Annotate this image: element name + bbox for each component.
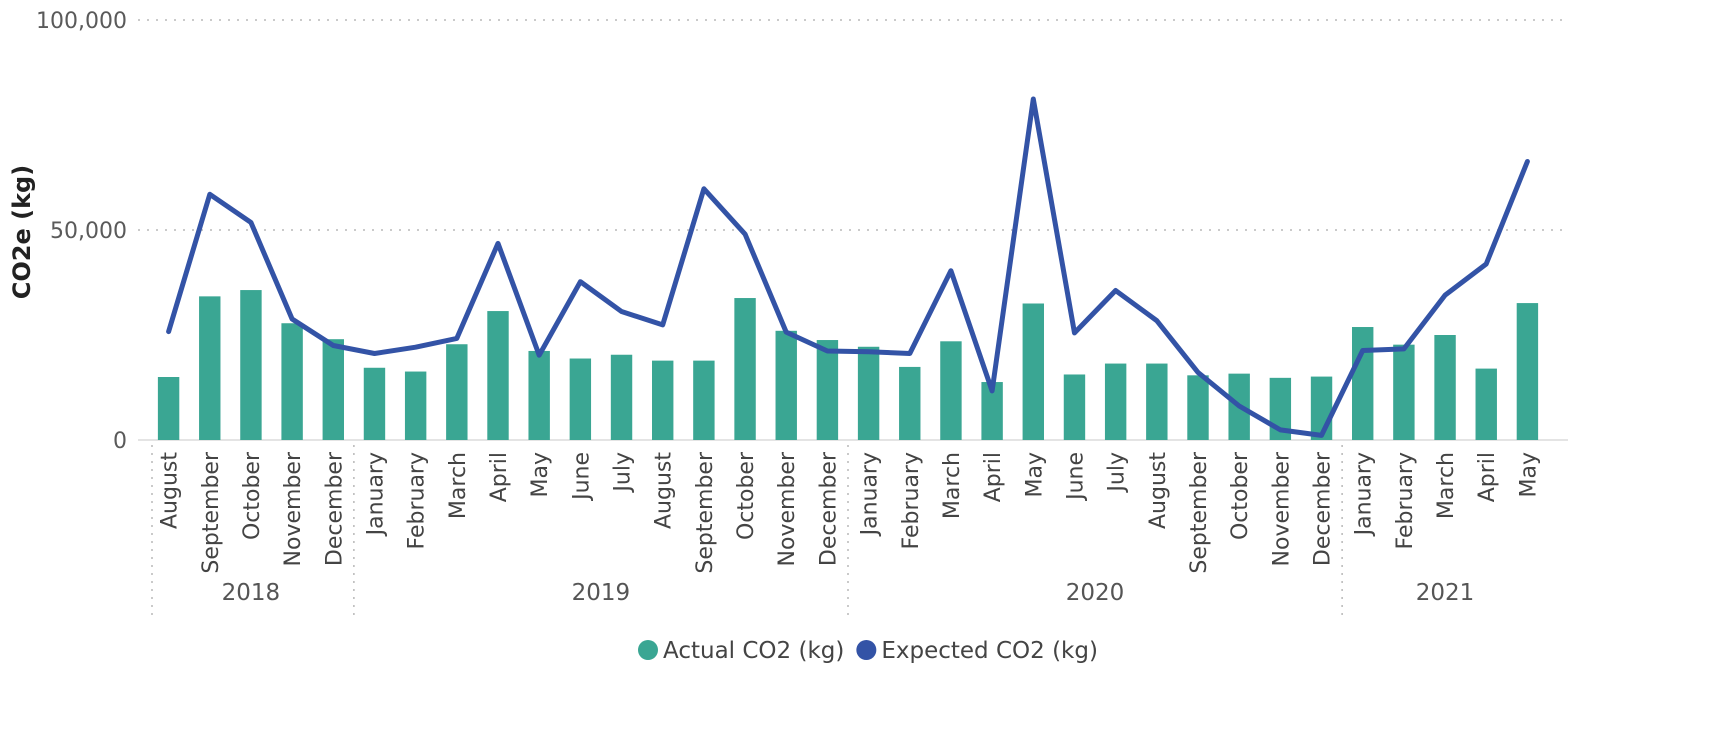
x-tick-label: September: [693, 451, 718, 574]
bar[interactable]: [1104, 363, 1127, 440]
x-tick-label: December: [322, 451, 347, 566]
x-tick-label: April: [487, 452, 512, 502]
year-label: 2018: [222, 580, 281, 606]
x-tick-label: April: [981, 452, 1006, 502]
bar[interactable]: [569, 358, 592, 440]
x-tick-label: December: [816, 451, 841, 566]
x-tick-label: November: [1269, 451, 1294, 566]
bar[interactable]: [363, 367, 386, 440]
x-tick-label: February: [405, 452, 430, 550]
year-label: 2019: [572, 580, 631, 606]
x-tick-label: August: [652, 452, 677, 529]
year-label: 2020: [1066, 580, 1125, 606]
x-tick-label: March: [940, 452, 965, 519]
x-tick-label: May: [1516, 452, 1541, 497]
bar[interactable]: [487, 311, 509, 440]
x-tick-label: September: [199, 451, 224, 574]
bar[interactable]: [1063, 374, 1086, 440]
x-tick-label: December: [1311, 451, 1336, 566]
x-tick-label: March: [446, 452, 471, 519]
x-tick-label: November: [281, 451, 306, 566]
x-tick-label: August: [1146, 452, 1171, 529]
x-tick-label: February: [899, 452, 924, 550]
bar[interactable]: [240, 290, 262, 440]
legend-marker: [638, 640, 658, 660]
x-tick-label: August: [158, 452, 183, 529]
x-tick-label: May: [528, 452, 553, 497]
bar[interactable]: [857, 346, 880, 440]
bar[interactable]: [281, 323, 303, 440]
x-tick-label: July: [1105, 452, 1130, 494]
bar[interactable]: [940, 341, 962, 440]
bar[interactable]: [528, 350, 550, 440]
bar[interactable]: [1146, 363, 1168, 440]
x-tick-label: September: [1187, 451, 1212, 574]
bar[interactable]: [1475, 368, 1497, 440]
line-layer: [166, 96, 1530, 438]
bars-layer: [157, 290, 1539, 441]
y-tick-label: 50,000: [50, 219, 127, 244]
x-tick-label: October: [240, 451, 265, 540]
year-label: 2021: [1416, 580, 1475, 606]
x-tick-label: October: [1228, 451, 1253, 540]
y-axis: 0 50,000 100,000: [36, 9, 127, 454]
bar[interactable]: [981, 382, 1003, 440]
series-line[interactable]: [166, 96, 1530, 438]
bar[interactable]: [404, 371, 427, 440]
bar[interactable]: [1516, 303, 1539, 440]
x-tick-label: January: [858, 452, 883, 537]
bar[interactable]: [446, 344, 468, 440]
bar[interactable]: [816, 340, 839, 440]
x-tick-label: June: [1063, 452, 1088, 502]
x-tick-label: May: [1022, 452, 1047, 497]
legend: Actual CO2 (kg) Expected CO2 (kg): [638, 638, 1098, 664]
y-tick-label: 100,000: [36, 9, 127, 34]
x-tick-label: June: [569, 452, 594, 502]
bar[interactable]: [1352, 327, 1374, 440]
bar[interactable]: [610, 354, 633, 440]
x-axis: August September October November December Ja…: [151, 445, 1541, 618]
x-tick-label: January: [363, 452, 388, 537]
bar[interactable]: [157, 377, 180, 440]
x-tick-label: January: [1352, 452, 1377, 537]
bar[interactable]: [734, 298, 756, 440]
x-tick-label: July: [611, 452, 636, 494]
bar[interactable]: [899, 366, 921, 440]
x-tick-label: November: [775, 451, 800, 566]
legend-label[interactable]: Expected CO2 (kg): [881, 638, 1098, 664]
bar[interactable]: [199, 296, 221, 440]
bar[interactable]: [1187, 375, 1209, 440]
x-tick-label: February: [1393, 452, 1418, 550]
bar[interactable]: [652, 360, 674, 440]
x-tick-label: October: [734, 451, 759, 540]
x-tick-label: March: [1434, 452, 1459, 519]
bar[interactable]: [693, 360, 715, 440]
legend-label[interactable]: Actual CO2 (kg): [663, 638, 844, 664]
legend-marker: [856, 640, 877, 660]
bar[interactable]: [1393, 344, 1415, 440]
y-tick-label: 0: [113, 429, 127, 454]
bar[interactable]: [1022, 303, 1044, 441]
bar[interactable]: [322, 339, 344, 440]
x-tick-label: April: [1475, 452, 1500, 502]
bar[interactable]: [1434, 335, 1456, 440]
y-axis-title: CO2e (kg): [8, 165, 36, 299]
bar[interactable]: [775, 330, 797, 440]
